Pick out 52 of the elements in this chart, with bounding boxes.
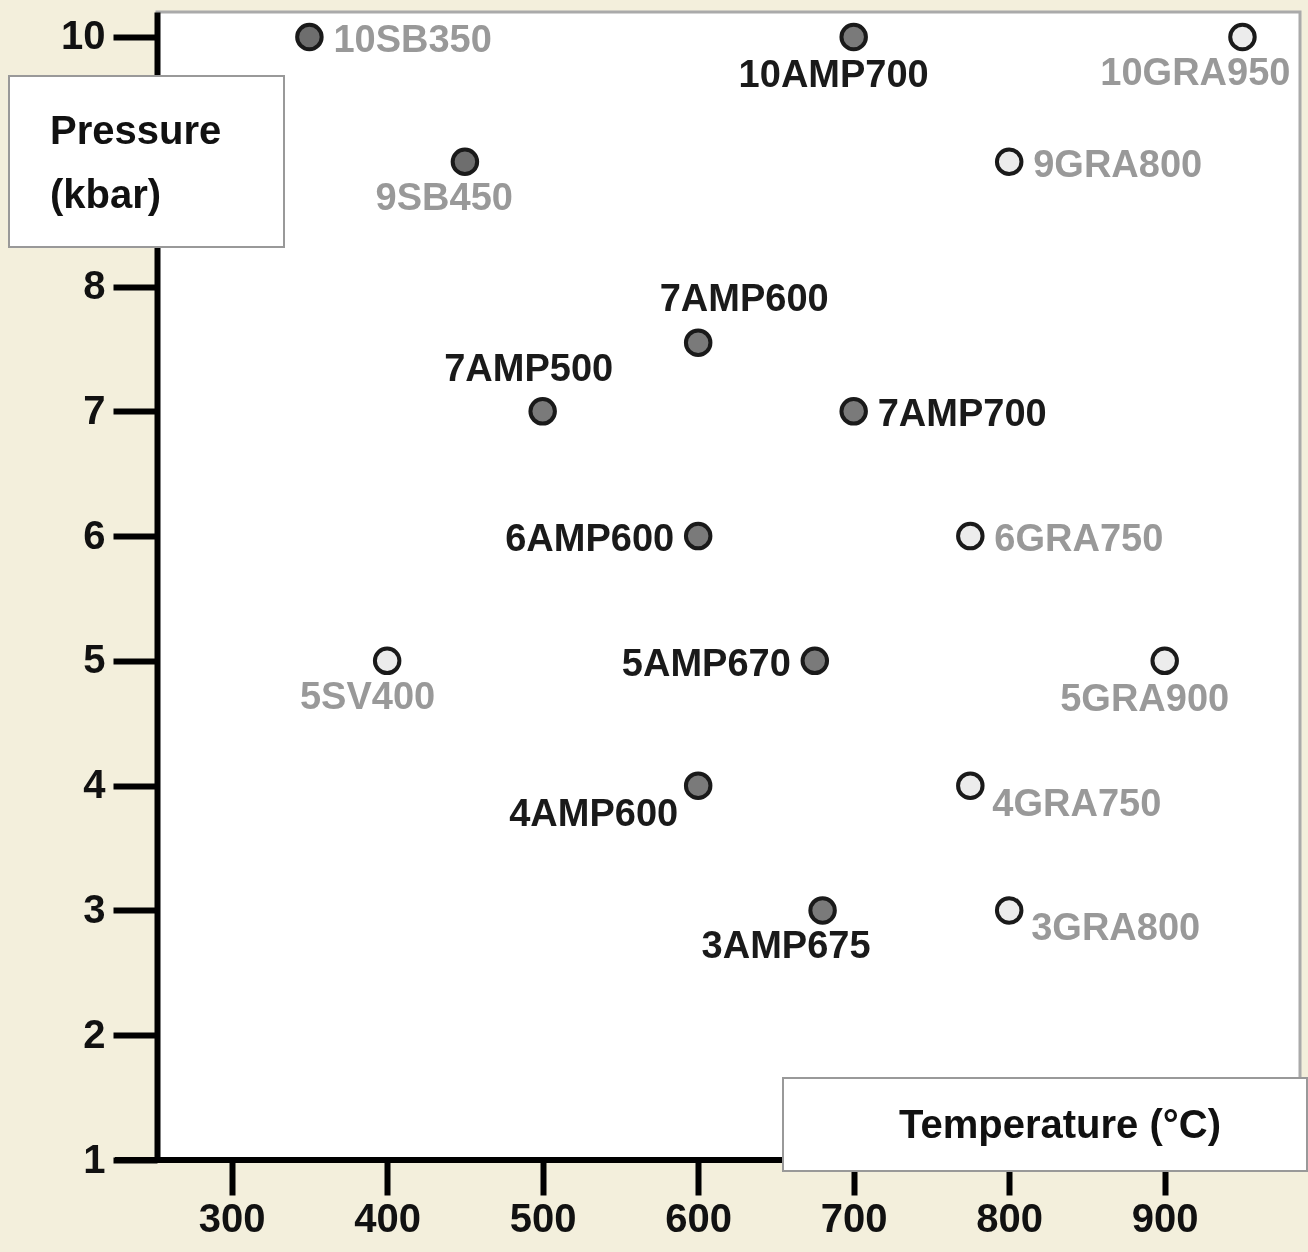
label-box: Pressure (kbar) <box>8 75 285 248</box>
data-label: 3GRA800 <box>1031 906 1201 949</box>
y-tick-label: 2 <box>83 1011 106 1056</box>
point <box>683 521 713 551</box>
y-tick-label: 7 <box>83 387 106 432</box>
point <box>956 521 985 551</box>
point <box>839 22 868 52</box>
x-tick-label: 500 <box>509 1195 577 1240</box>
point <box>1150 646 1179 676</box>
data-label: 5AMP670 <box>621 641 791 684</box>
point <box>683 328 713 357</box>
data-label: 9GRA800 <box>1033 142 1203 185</box>
data-label: 7AMP600 <box>659 276 829 319</box>
point <box>372 646 402 676</box>
point <box>450 147 480 176</box>
data-label: 9SB450 <box>375 175 513 218</box>
point <box>808 896 837 925</box>
x-tick-label: 700 <box>820 1195 888 1240</box>
y-tick-label: 8 <box>83 263 106 308</box>
point <box>994 896 1024 925</box>
data-label: 4GRA750 <box>992 781 1162 824</box>
point <box>1228 22 1257 52</box>
label-box: Temperature (°C) <box>782 1077 1308 1172</box>
data-label: 7AMP700 <box>877 392 1047 435</box>
x-tick-label: 900 <box>1131 1195 1199 1240</box>
point <box>528 397 557 426</box>
data-label: 6GRA750 <box>994 517 1164 560</box>
y-tick-label: 6 <box>83 512 106 557</box>
data-label: 10AMP700 <box>738 52 929 95</box>
y-tick-label: 5 <box>83 637 106 682</box>
point <box>295 22 324 52</box>
x-tick-label: 400 <box>354 1195 422 1240</box>
data-label: 4AMP600 <box>509 791 679 834</box>
data-label: 10GRA950 <box>1100 50 1291 93</box>
data-label: 6AMP600 <box>505 517 675 560</box>
data-label: 3AMP675 <box>701 924 871 967</box>
data-label: 5GRA900 <box>1060 676 1230 719</box>
point <box>683 771 713 800</box>
point <box>800 646 830 676</box>
x-tick-label: 800 <box>976 1195 1044 1240</box>
point <box>839 397 868 426</box>
data-label: 5SV400 <box>299 674 436 717</box>
y-tick-label: 3 <box>83 886 106 931</box>
x-tick-label: 600 <box>665 1195 733 1240</box>
x-tick-label: 300 <box>198 1195 266 1240</box>
point <box>994 147 1024 176</box>
y-tick-label: 10 <box>61 13 106 58</box>
data-label: 7AMP500 <box>444 347 614 390</box>
y-tick-label: 4 <box>83 762 107 807</box>
point <box>956 771 985 800</box>
y-tick-label: 1 <box>83 1136 106 1181</box>
data-label: 10SB350 <box>333 17 492 60</box>
